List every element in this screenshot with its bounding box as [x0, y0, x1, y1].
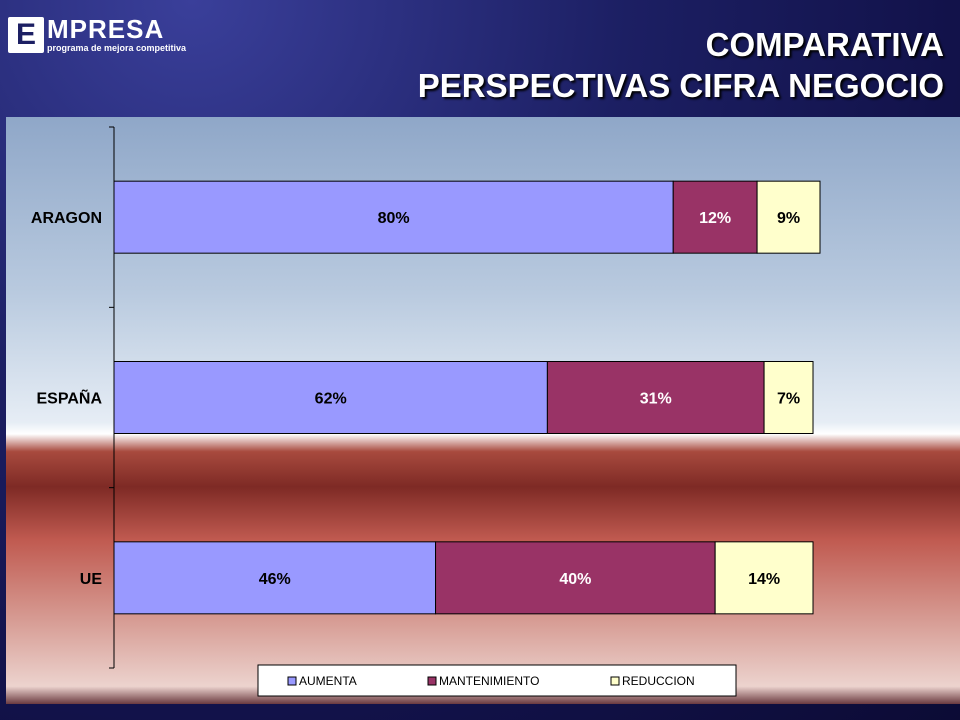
legend-label: REDUCCION [622, 674, 695, 688]
legend-label: MANTENIMIENTO [439, 674, 539, 688]
bar-segment [672, 180, 758, 254]
bar-segment [546, 361, 765, 434]
category-label: ARAGON [31, 210, 102, 227]
data-label: 46% [259, 571, 291, 588]
data-label: 80% [378, 210, 410, 227]
bar-segment [113, 541, 437, 615]
data-label: 31% [640, 391, 672, 408]
data-label: 40% [559, 571, 591, 588]
bar-segment [756, 180, 821, 254]
logo-word: MPRESA [47, 14, 165, 44]
bar-segment [113, 180, 674, 254]
legend-swatch [427, 676, 437, 686]
logo-subtitle: programa de mejora competitiva [47, 43, 187, 53]
legend [257, 664, 737, 697]
category-label: ESPAÑA [37, 388, 103, 408]
data-label: 14% [748, 571, 780, 588]
legend-label: AUMENTA [299, 674, 357, 688]
bar-segment [435, 541, 716, 615]
data-label: 7% [777, 391, 800, 408]
data-label: 12% [699, 210, 731, 227]
data-label: 9% [777, 210, 800, 227]
bar-segment [113, 361, 548, 434]
title-line-2: PERSPECTIVAS CIFRA NEGOCIO [417, 67, 944, 104]
bar-segment [763, 361, 814, 434]
legend-swatch [287, 676, 297, 686]
bar-segment [714, 541, 814, 615]
logo-letter: E [8, 16, 44, 53]
page-title: COMPARATIVA PERSPECTIVAS CIFRA NEGOCIO [418, 24, 944, 106]
category-label: UE [80, 571, 103, 588]
data-label: 62% [315, 391, 347, 408]
title-line-1: COMPARATIVA [705, 26, 944, 63]
legend-swatch [610, 676, 620, 686]
empresa-logo: E MPRESA programa de mejora competitiva [8, 16, 186, 53]
